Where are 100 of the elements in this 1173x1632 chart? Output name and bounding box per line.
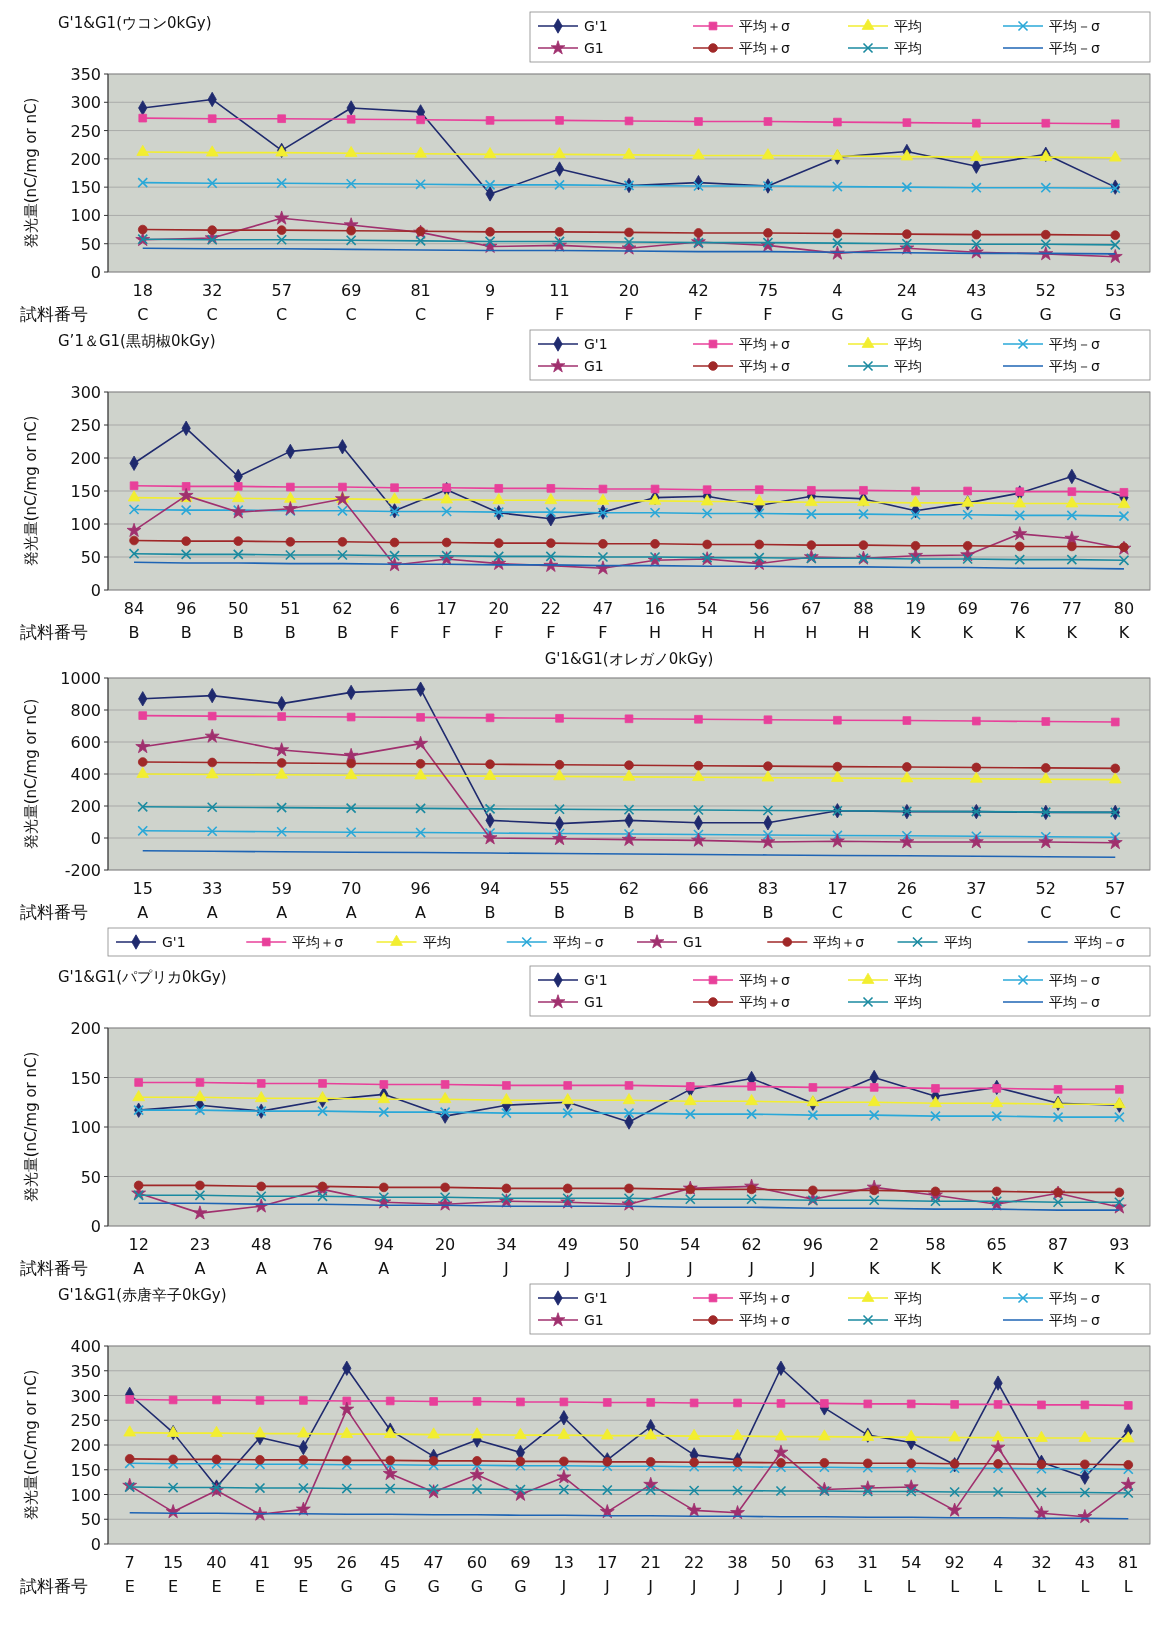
legend-label: 平均＋σ — [739, 1290, 790, 1306]
chart-title: G'1&G1(赤唐辛子0kGy) — [58, 1286, 227, 1304]
y-tick-label: 50 — [80, 234, 101, 254]
y-tick-label: 0 — [90, 263, 101, 282]
x-tick-label: 96 B — [175, 599, 197, 642]
y-tick-label: 800 — [70, 701, 101, 720]
x-tick-label: 60 G — [466, 1553, 488, 1596]
x-tick-label: 47 G — [423, 1553, 444, 1596]
x-axis-title: 試料番号 — [20, 1258, 88, 1278]
x-tick-label: 43 L — [1074, 1553, 1096, 1596]
x-axis-title: 試料番号 — [20, 304, 88, 324]
legend-label: G1 — [584, 40, 604, 56]
x-tick-label: 77 K — [1061, 599, 1083, 642]
legend-label: 平均－σ — [1073, 934, 1125, 950]
legend-label: G'1 — [162, 934, 186, 950]
x-tick-label: 94 B — [479, 879, 501, 922]
x-tick-label: 59 A — [271, 879, 292, 922]
x-tick-label: 70 A — [340, 879, 362, 922]
x-tick-label: 51 B — [280, 599, 301, 642]
y-tick-label: 200 — [70, 1019, 101, 1038]
x-tick-label: 94 A — [373, 1235, 394, 1278]
legend-label: 平均－σ — [1049, 40, 1100, 56]
y-tick-label: 50 — [80, 1510, 101, 1530]
x-tick-label: 52 G — [1035, 281, 1056, 324]
legend-label: 平均 — [894, 358, 922, 374]
x-tick-label: 88 H — [853, 599, 874, 642]
y-tick-label: 100 — [70, 515, 101, 534]
y-tick-label: 400 — [70, 765, 101, 784]
y-tick-label: -200 — [64, 861, 101, 880]
legend-label: 平均 — [894, 40, 922, 56]
x-tick-label: 65 K — [986, 1235, 1007, 1278]
x-tick-label: 20 J — [434, 1235, 456, 1278]
x-tick-label: 34 J — [496, 1235, 517, 1278]
y-tick-label: 200 — [70, 449, 101, 468]
x-tick-label: 84 B — [123, 599, 145, 642]
x-tick-label: 15 E — [162, 1553, 184, 1596]
x-tick-label: 80 K — [1113, 599, 1135, 642]
y-tick-label: 600 — [70, 733, 101, 752]
x-tick-label: 38 J — [727, 1553, 748, 1596]
legend-label: 平均 — [894, 336, 922, 352]
y-tick-label: 350 — [70, 1361, 101, 1381]
legend-label: 平均＋σ — [739, 994, 790, 1010]
x-tick-label: 21 J — [640, 1553, 661, 1596]
x-tick-label: 9 F — [484, 281, 496, 324]
x-tick-label: 76 K — [1009, 599, 1030, 642]
x-tick-label: 75 F — [757, 281, 779, 324]
chart-title: G'1&G1(パプリカ0kGy) — [58, 968, 227, 986]
legend-label: 平均 — [894, 1312, 922, 1328]
x-tick-label: 49 J — [557, 1235, 578, 1278]
x-tick-label: 54 L — [901, 1553, 922, 1596]
x-tick-label: 31 L — [857, 1553, 878, 1596]
x-tick-label: 66 B — [688, 879, 709, 922]
x-tick-label: 11 F — [549, 281, 570, 324]
x-tick-label: 62 B — [332, 599, 353, 642]
legend-label: 平均 — [894, 18, 922, 34]
x-tick-label: 12 A — [128, 1235, 149, 1278]
legend-label: 平均－σ — [552, 934, 604, 950]
x-tick-label: 62 J — [741, 1235, 762, 1278]
y-tick-label: 350 — [70, 65, 101, 84]
legend-label: 平均 — [894, 972, 922, 988]
y-tick-label: 300 — [70, 93, 101, 113]
x-axis-title: 試料番号 — [20, 622, 88, 642]
legend-label: 平均＋σ — [739, 972, 790, 988]
x-tick-label: 81 C — [410, 281, 431, 324]
y-tick-label: 250 — [70, 121, 101, 141]
y-tick-label: 150 — [70, 178, 101, 198]
legend-label: G'1 — [584, 1290, 608, 1306]
x-tick-label: 43 G — [966, 281, 987, 324]
y-tick-label: 100 — [70, 1118, 101, 1137]
y-tick-label: 200 — [70, 1436, 101, 1455]
legend-label: 平均－σ — [1049, 358, 1100, 374]
x-tick-label: 13 J — [553, 1553, 575, 1596]
legend-label: G1 — [584, 358, 604, 374]
chart-title: G'1&G1(ウコン0kGy) — [58, 14, 212, 32]
x-tick-label: 23 A — [189, 1235, 211, 1278]
y-tick-label: 50 — [80, 1167, 101, 1187]
y-tick-label: 150 — [70, 1460, 101, 1480]
legend-label: 平均－σ — [1049, 1312, 1100, 1328]
x-tick-label: 48 A — [251, 1235, 272, 1278]
legend-label: 平均 — [422, 934, 451, 950]
x-tick-label: 93 K — [1109, 1235, 1130, 1278]
y-tick-label: 200 — [70, 149, 101, 169]
y-tick-label: 100 — [70, 1485, 101, 1505]
x-tick-label: 81 L — [1118, 1553, 1139, 1596]
x-tick-label: 18 C — [132, 281, 153, 324]
legend-label: 平均－σ — [1049, 336, 1100, 352]
x-tick-label: 50 J — [618, 1235, 640, 1278]
x-axis-title: 試料番号 — [20, 902, 88, 922]
legend-label: G1 — [683, 934, 703, 950]
x-tick-label: 4 G — [831, 281, 844, 324]
x-tick-label: 17 J — [597, 1553, 618, 1596]
x-tick-label: 19 K — [905, 599, 926, 642]
x-tick-label: 17 C — [827, 879, 848, 922]
x-tick-label: 92 L — [944, 1553, 965, 1596]
x-tick-label: 67 H — [801, 599, 822, 642]
x-tick-label: 47 F — [592, 599, 614, 642]
x-tick-label: 95 E — [293, 1553, 314, 1596]
x-tick-label: 41 E — [249, 1553, 271, 1596]
legend-label: G'1 — [584, 18, 608, 34]
legend-label: G'1 — [584, 336, 608, 352]
